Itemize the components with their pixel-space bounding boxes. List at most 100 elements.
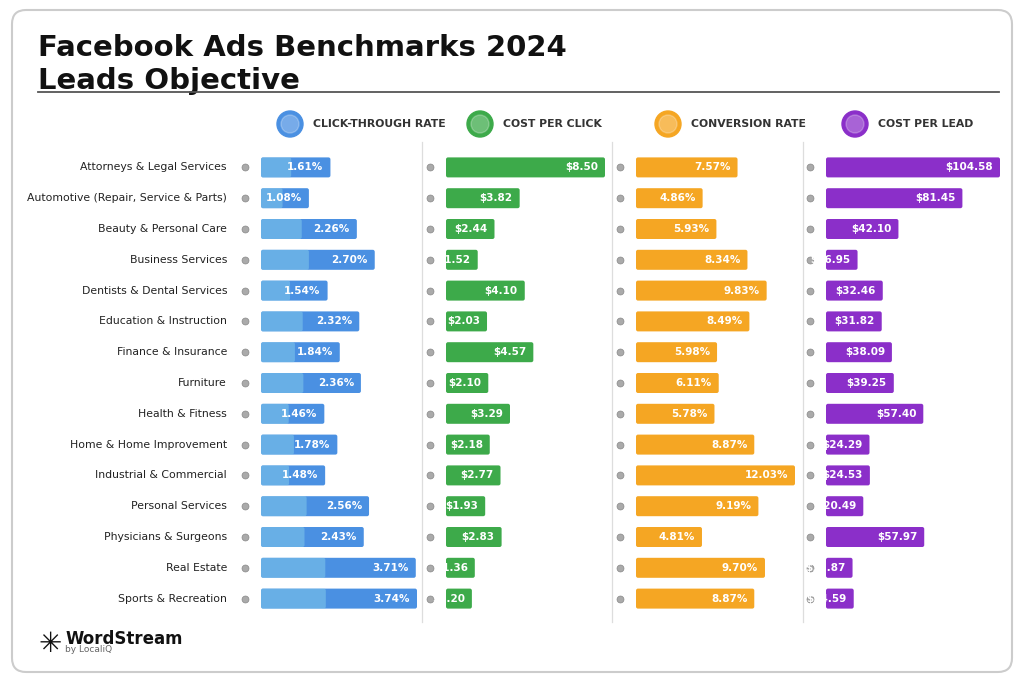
FancyBboxPatch shape [261, 434, 337, 455]
Text: $4.10: $4.10 [484, 286, 518, 295]
Text: $3.29: $3.29 [470, 409, 503, 419]
Text: 2.56%: 2.56% [326, 501, 362, 512]
Text: $57.97: $57.97 [877, 532, 918, 542]
FancyBboxPatch shape [636, 496, 759, 516]
Text: 8.34%: 8.34% [705, 255, 740, 265]
Text: $2.03: $2.03 [447, 316, 480, 327]
Text: $2.18: $2.18 [450, 440, 482, 449]
FancyBboxPatch shape [826, 589, 854, 608]
FancyBboxPatch shape [261, 188, 309, 208]
Text: $3.82: $3.82 [479, 193, 513, 203]
FancyBboxPatch shape [261, 589, 417, 608]
FancyBboxPatch shape [636, 404, 715, 424]
Text: 2.26%: 2.26% [313, 224, 350, 234]
FancyBboxPatch shape [446, 496, 485, 516]
Text: 1.46%: 1.46% [281, 409, 317, 419]
Text: 5.93%: 5.93% [673, 224, 710, 234]
Text: 4.86%: 4.86% [659, 193, 695, 203]
FancyBboxPatch shape [261, 589, 326, 608]
FancyBboxPatch shape [261, 373, 360, 393]
Text: Automotive (Repair, Service & Parts): Automotive (Repair, Service & Parts) [27, 193, 227, 203]
FancyBboxPatch shape [636, 219, 717, 239]
FancyBboxPatch shape [261, 280, 328, 301]
Text: Beauty & Personal Care: Beauty & Personal Care [98, 224, 227, 234]
Text: 12.03%: 12.03% [744, 471, 788, 480]
Text: 7.57%: 7.57% [694, 162, 730, 173]
Text: 2.43%: 2.43% [321, 532, 356, 542]
FancyBboxPatch shape [826, 188, 963, 208]
FancyBboxPatch shape [826, 219, 898, 239]
Text: $2.77: $2.77 [460, 471, 494, 480]
FancyBboxPatch shape [261, 404, 289, 424]
Circle shape [659, 115, 677, 133]
Text: 2.36%: 2.36% [317, 378, 354, 388]
FancyBboxPatch shape [446, 558, 475, 578]
FancyBboxPatch shape [826, 250, 857, 270]
FancyBboxPatch shape [261, 158, 291, 177]
Text: $2.83: $2.83 [462, 532, 495, 542]
Circle shape [278, 111, 303, 137]
FancyBboxPatch shape [826, 465, 869, 486]
FancyBboxPatch shape [636, 527, 702, 547]
FancyBboxPatch shape [636, 188, 702, 208]
FancyBboxPatch shape [261, 527, 364, 547]
Text: 9.83%: 9.83% [724, 286, 760, 295]
Text: 8.49%: 8.49% [707, 316, 742, 327]
FancyBboxPatch shape [261, 250, 309, 270]
Text: 1.84%: 1.84% [296, 347, 333, 357]
FancyBboxPatch shape [446, 342, 534, 362]
Text: Health & Fitness: Health & Fitness [138, 409, 227, 419]
Text: $1.93: $1.93 [445, 501, 478, 512]
Text: $24.53: $24.53 [822, 471, 863, 480]
Text: Home & Home Improvement: Home & Home Improvement [70, 440, 227, 449]
FancyBboxPatch shape [446, 434, 489, 455]
FancyBboxPatch shape [261, 312, 359, 331]
Text: 3.74%: 3.74% [374, 593, 410, 604]
FancyBboxPatch shape [261, 188, 283, 208]
Text: Dentists & Dental Services: Dentists & Dental Services [82, 286, 227, 295]
FancyBboxPatch shape [826, 434, 869, 455]
Text: 5.98%: 5.98% [674, 347, 710, 357]
Text: COST PER CLICK: COST PER CLICK [503, 119, 602, 129]
FancyBboxPatch shape [261, 465, 289, 486]
FancyBboxPatch shape [446, 158, 605, 177]
Circle shape [846, 115, 864, 133]
FancyBboxPatch shape [446, 312, 487, 331]
FancyBboxPatch shape [826, 280, 883, 301]
FancyBboxPatch shape [636, 342, 717, 362]
Text: 6.11%: 6.11% [676, 378, 712, 388]
FancyBboxPatch shape [261, 404, 325, 424]
Text: Education & Instruction: Education & Instruction [99, 316, 227, 327]
FancyBboxPatch shape [261, 558, 326, 578]
FancyBboxPatch shape [826, 404, 924, 424]
Text: 8.87%: 8.87% [711, 593, 748, 604]
Text: 1.54%: 1.54% [285, 286, 321, 295]
FancyBboxPatch shape [261, 434, 294, 455]
Text: $14.59: $14.59 [807, 593, 847, 604]
Text: $81.45: $81.45 [915, 193, 955, 203]
FancyBboxPatch shape [826, 496, 863, 516]
FancyBboxPatch shape [826, 312, 882, 331]
Text: Leads Objective: Leads Objective [38, 67, 300, 95]
FancyBboxPatch shape [636, 250, 748, 270]
FancyBboxPatch shape [261, 219, 356, 239]
Text: Facebook Ads Benchmarks 2024: Facebook Ads Benchmarks 2024 [38, 34, 566, 62]
Text: Attorneys & Legal Services: Attorneys & Legal Services [81, 162, 227, 173]
FancyBboxPatch shape [826, 158, 1000, 177]
FancyBboxPatch shape [826, 342, 892, 362]
Circle shape [655, 111, 681, 137]
Text: 2.70%: 2.70% [332, 255, 368, 265]
Text: $1.36: $1.36 [435, 563, 468, 573]
Circle shape [467, 111, 493, 137]
Text: WordStream: WordStream [65, 630, 182, 648]
Text: $39.25: $39.25 [847, 378, 887, 388]
FancyBboxPatch shape [261, 373, 303, 393]
FancyBboxPatch shape [826, 373, 894, 393]
Text: $2.10: $2.10 [449, 378, 481, 388]
Text: 9.70%: 9.70% [722, 563, 758, 573]
FancyBboxPatch shape [261, 280, 290, 301]
Text: 4.81%: 4.81% [658, 532, 695, 542]
Circle shape [842, 111, 868, 137]
FancyBboxPatch shape [261, 496, 369, 516]
Text: COST PER LEAD: COST PER LEAD [878, 119, 974, 129]
